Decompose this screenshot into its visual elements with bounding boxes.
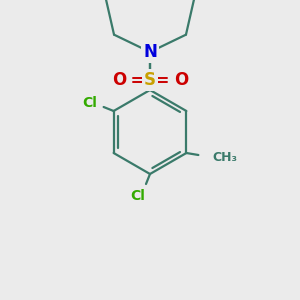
Text: N: N <box>143 43 157 61</box>
Text: O: O <box>174 71 188 89</box>
Text: CH₃: CH₃ <box>212 151 237 164</box>
Text: Cl: Cl <box>82 96 97 110</box>
Text: Cl: Cl <box>130 189 146 203</box>
Text: S: S <box>144 71 156 89</box>
Text: O: O <box>112 71 126 89</box>
